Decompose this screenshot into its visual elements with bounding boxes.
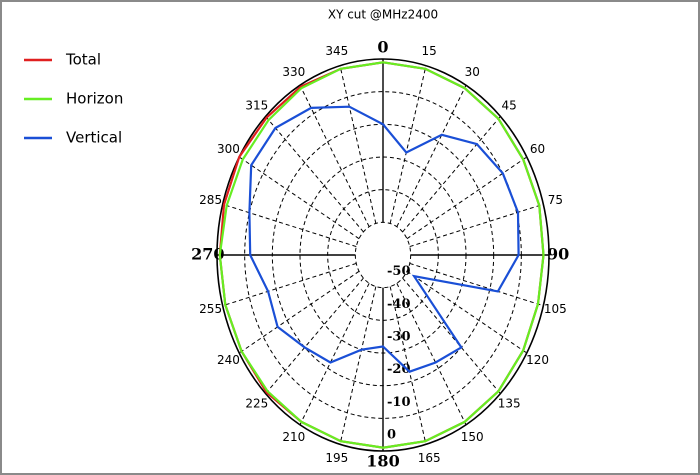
r-tick-label: -30 [387,330,411,345]
spoke [396,283,467,425]
spoke [389,286,427,445]
r-tick-label: -10 [387,395,411,410]
series-line [248,105,520,373]
spoke [238,156,360,240]
spoke [265,116,364,233]
r-tick-label: -50 [387,264,411,279]
spoke [402,116,501,233]
angle-label: 210 [282,430,305,444]
spoke [299,283,370,425]
spoke [222,203,357,248]
angle-label: 60 [530,142,545,156]
angle-label: 300 [217,142,240,156]
angle-label: 90 [547,245,569,264]
legend-label: Vertical [66,129,122,147]
spoke [339,286,377,445]
angle-label: 180 [366,451,399,470]
angle-label: 150 [461,430,484,444]
spoke [238,270,360,354]
angle-label: 315 [245,99,268,113]
spoke [406,270,528,354]
angle-label: 195 [325,451,348,465]
spoke [339,65,377,224]
legend-label: Horizon [66,90,123,108]
spoke [265,277,364,394]
angle-label: 270 [191,245,224,264]
legend-label: Total [65,51,101,69]
angle-label: 240 [217,353,240,367]
chart-title: XY cut @MHz2400 [328,8,438,22]
spoke [402,277,501,394]
angle-label: 75 [548,193,563,207]
angle-label: 255 [199,302,222,316]
angle-label: 30 [465,65,480,79]
angle-label: 15 [422,44,437,58]
angle-label: 0 [377,38,388,57]
spoke [222,262,357,307]
angle-label: 135 [498,396,521,410]
spoke [409,203,544,248]
angle-label: 120 [526,353,549,367]
spoke [406,156,528,240]
spoke [396,85,467,227]
angle-label: 225 [245,396,268,410]
angle-label: 330 [282,65,305,79]
angle-label: 345 [325,44,348,58]
r-tick-label: 0 [387,428,396,443]
spoke [409,262,544,307]
series-line [218,61,545,449]
angle-label: 45 [502,99,517,113]
angle-label: 165 [418,451,441,465]
angle-label: 105 [544,302,567,316]
spoke [299,85,370,227]
angle-label: 285 [199,193,222,207]
spoke [389,65,427,224]
